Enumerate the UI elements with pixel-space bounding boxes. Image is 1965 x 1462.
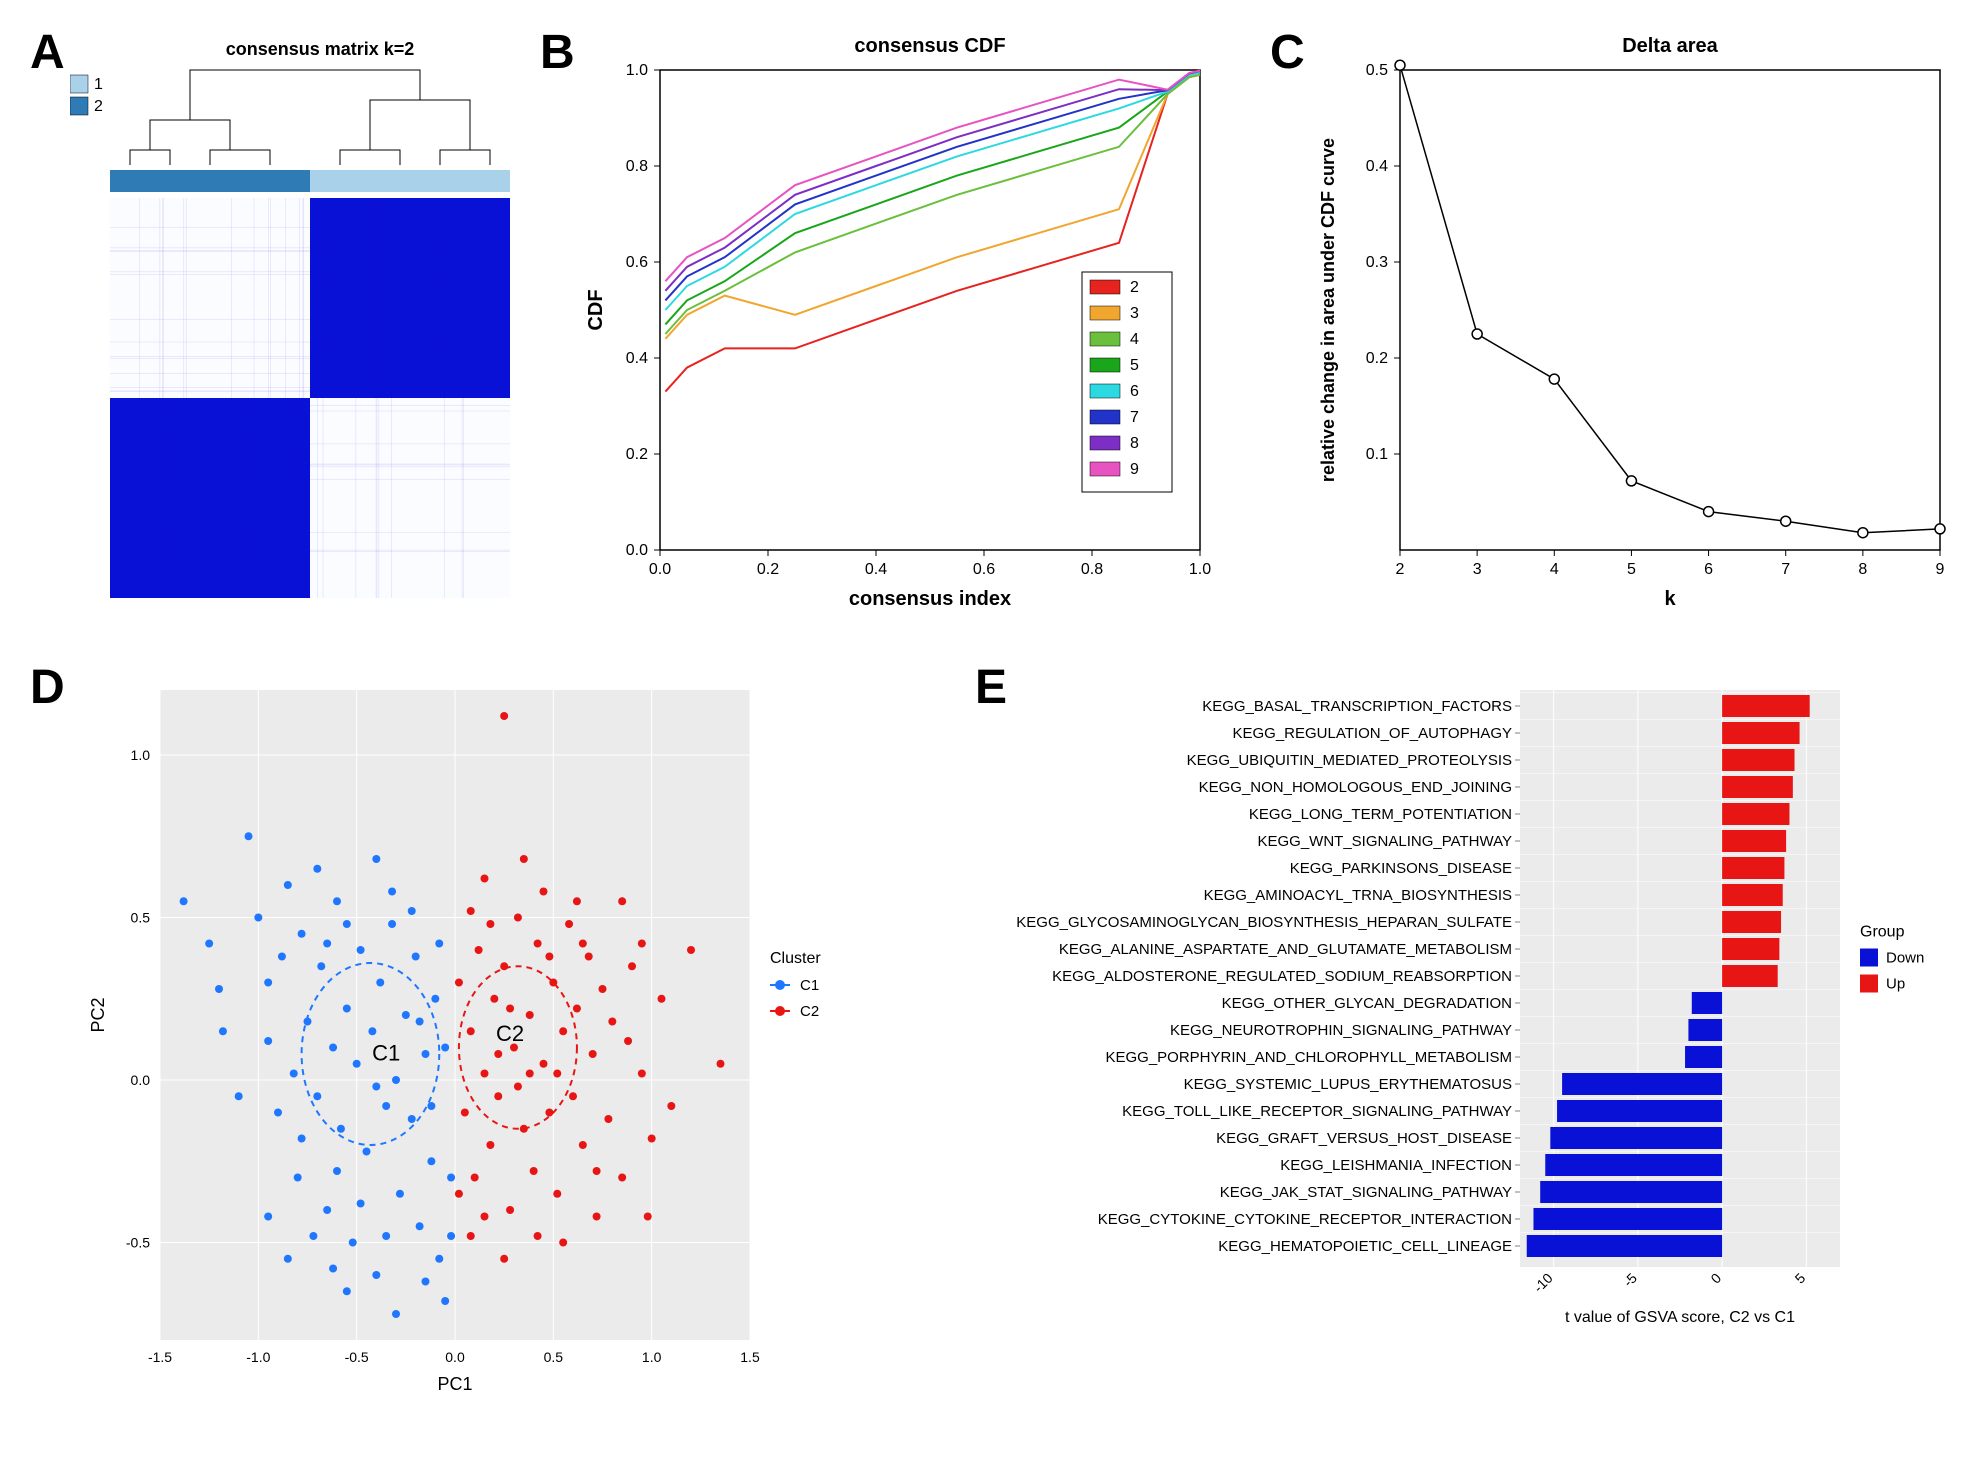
svg-text:0.6: 0.6 (626, 254, 648, 271)
svg-text:KEGG_PARKINSONS_DISEASE: KEGG_PARKINSONS_DISEASE (1290, 860, 1512, 877)
svg-text:KEGG_REGULATION_OF_AUTOPHAGY: KEGG_REGULATION_OF_AUTOPHAGY (1232, 725, 1512, 742)
svg-text:KEGG_HEMATOPOIETIC_CELL_LINEAG: KEGG_HEMATOPOIETIC_CELL_LINEAGE (1218, 1238, 1512, 1255)
panel-c-label: C (1270, 25, 1305, 80)
svg-text:7: 7 (1781, 561, 1790, 578)
svg-text:4: 4 (1550, 561, 1559, 578)
svg-text:0.0: 0.0 (131, 1072, 151, 1088)
svg-text:3: 3 (1130, 305, 1139, 322)
panel-e-gsva-bars: -10 -5 0 5 KEGG_BASAL_TRANSCRIPTION_FACTORS K… (990, 670, 1965, 1430)
panel-d-pca-scatter: -1.5 -1.0 -0.5 0.0 0.5 1.0 1.5 -0.5 0.0 0.5 1.0 PC1… (80, 670, 940, 1430)
svg-text:2: 2 (94, 98, 103, 115)
svg-text:5: 5 (1792, 1270, 1809, 1287)
svg-text:2: 2 (1130, 279, 1139, 296)
svg-text:consensus CDF: consensus CDF (854, 35, 1005, 57)
svg-text:consensus matrix k=2: consensus matrix k=2 (226, 39, 415, 59)
svg-text:1.0: 1.0 (1189, 561, 1211, 578)
svg-text:0.5: 0.5 (544, 1349, 564, 1365)
svg-text:CDF: CDF (585, 289, 607, 330)
svg-text:KEGG_AMINOACYL_TRNA_BIOSYNTHES: KEGG_AMINOACYL_TRNA_BIOSYNTHESIS (1204, 887, 1512, 904)
svg-text:KEGG_ALDOSTERONE_REGULATED_SOD: KEGG_ALDOSTERONE_REGULATED_SODIUM_REABSO… (1052, 968, 1512, 985)
svg-text:KEGG_WNT_SIGNALING_PATHWAY: KEGG_WNT_SIGNALING_PATHWAY (1258, 833, 1513, 850)
panel-c-delta-area-chart: Delta area 2 3 4 5 6 7 8 9 0.1 0.2 0.3 0.4 0.5 k relati… (1310, 30, 1965, 620)
svg-text:1.0: 1.0 (626, 62, 648, 79)
svg-text:-10: -10 (1530, 1270, 1556, 1296)
svg-text:KEGG_PORPHYRIN_AND_CHLOROPHYLL: KEGG_PORPHYRIN_AND_CHLOROPHYLL_METABOLIS… (1105, 1049, 1512, 1066)
svg-text:0.8: 0.8 (626, 158, 648, 175)
svg-text:7: 7 (1130, 409, 1139, 426)
svg-text:Up: Up (1886, 976, 1905, 993)
svg-text:Down: Down (1886, 950, 1924, 967)
svg-text:C2: C2 (496, 1021, 524, 1046)
svg-text:C1: C1 (372, 1041, 400, 1066)
svg-text:KEGG_OTHER_GLYCAN_DEGRADATION: KEGG_OTHER_GLYCAN_DEGRADATION (1222, 995, 1512, 1012)
panel-a-label: A (30, 25, 65, 80)
svg-text:9: 9 (1130, 461, 1139, 478)
svg-text:0: 0 (1707, 1270, 1724, 1287)
svg-text:6: 6 (1704, 561, 1713, 578)
svg-text:0.4: 0.4 (626, 350, 648, 367)
svg-text:KEGG_NON_HOMOLOGOUS_END_JOININ: KEGG_NON_HOMOLOGOUS_END_JOINING (1199, 779, 1512, 796)
svg-text:KEGG_ALANINE_ASPARTATE_AND_GLU: KEGG_ALANINE_ASPARTATE_AND_GLUTAMATE_MET… (1059, 941, 1512, 958)
panel-d-label: D (30, 660, 65, 715)
svg-text:0.5: 0.5 (1366, 62, 1388, 79)
svg-text:0.0: 0.0 (445, 1349, 465, 1365)
svg-text:PC2: PC2 (88, 997, 108, 1032)
svg-text:KEGG_GRAFT_VERSUS_HOST_DISEASE: KEGG_GRAFT_VERSUS_HOST_DISEASE (1216, 1130, 1512, 1147)
svg-text:Group: Group (1860, 924, 1905, 941)
svg-text:consensus index: consensus index (849, 588, 1011, 610)
svg-text:0.0: 0.0 (649, 561, 671, 578)
svg-text:8: 8 (1130, 435, 1139, 452)
svg-text:Delta area: Delta area (1622, 35, 1718, 57)
panel-b-label: B (540, 25, 575, 80)
svg-text:6: 6 (1130, 383, 1139, 400)
svg-text:3: 3 (1473, 561, 1482, 578)
svg-text:-0.5: -0.5 (126, 1235, 150, 1251)
svg-text:-0.5: -0.5 (345, 1349, 369, 1365)
svg-text:0.1: 0.1 (1366, 446, 1388, 463)
svg-text:Cluster: Cluster (770, 950, 821, 967)
svg-text:0.5: 0.5 (131, 910, 151, 926)
svg-text:0.2: 0.2 (626, 446, 648, 463)
svg-text:relative change in area under: relative change in area under CDF curve (1318, 138, 1338, 482)
svg-text:KEGG_CYTOKINE_CYTOKINE_RECEPTO: KEGG_CYTOKINE_CYTOKINE_RECEPTOR_INTERACT… (1098, 1211, 1512, 1228)
svg-text:KEGG_GLYCOSAMINOGLYCAN_BIOSYNT: KEGG_GLYCOSAMINOGLYCAN_BIOSYNTHESIS_HEPA… (1016, 914, 1512, 931)
svg-text:0.6: 0.6 (973, 561, 995, 578)
svg-text:5: 5 (1627, 561, 1636, 578)
svg-text:-1.5: -1.5 (148, 1349, 172, 1365)
svg-text:9: 9 (1936, 561, 1945, 578)
svg-text:k: k (1664, 588, 1676, 610)
svg-text:PC1: PC1 (437, 1374, 472, 1394)
svg-text:KEGG_LEISHMANIA_INFECTION: KEGG_LEISHMANIA_INFECTION (1280, 1157, 1512, 1174)
svg-text:1.5: 1.5 (740, 1349, 760, 1365)
svg-text:0.4: 0.4 (1366, 158, 1388, 175)
svg-text:4: 4 (1130, 331, 1139, 348)
svg-text:1: 1 (94, 76, 103, 93)
svg-text:KEGG_BASAL_TRANSCRIPTION_FACTO: KEGG_BASAL_TRANSCRIPTION_FACTORS (1202, 698, 1512, 715)
svg-text:0.2: 0.2 (1366, 350, 1388, 367)
svg-text:8: 8 (1858, 561, 1867, 578)
svg-text:0.2: 0.2 (757, 561, 779, 578)
panel-a-consensus-matrix: consensus matrix k=2 1 2 (70, 30, 510, 610)
svg-text:KEGG_UBIQUITIN_MEDIATED_PROTEO: KEGG_UBIQUITIN_MEDIATED_PROTEOLYSIS (1187, 752, 1512, 769)
svg-text:0.8: 0.8 (1081, 561, 1103, 578)
svg-text:-5: -5 (1620, 1270, 1640, 1290)
svg-text:0.3: 0.3 (1366, 254, 1388, 271)
svg-text:t value of GSVA score, C2 vs C: t value of GSVA score, C2 vs C1 (1565, 1309, 1795, 1326)
svg-text:5: 5 (1130, 357, 1139, 374)
svg-text:0.0: 0.0 (626, 542, 648, 559)
svg-text:1.0: 1.0 (642, 1349, 662, 1365)
svg-text:2: 2 (1396, 561, 1405, 578)
svg-text:C2: C2 (800, 1003, 819, 1020)
svg-text:C1: C1 (800, 977, 819, 994)
svg-text:1.0: 1.0 (131, 747, 151, 763)
svg-text:-1.0: -1.0 (246, 1349, 270, 1365)
svg-text:KEGG_LONG_TERM_POTENTIATION: KEGG_LONG_TERM_POTENTIATION (1249, 806, 1512, 823)
figure: A consensus matrix k=2 1 2 B consensus CDF… (20, 20, 1965, 1442)
svg-text:0.4: 0.4 (865, 561, 887, 578)
svg-text:KEGG_NEUROTROPHIN_SIGNALING_PA: KEGG_NEUROTROPHIN_SIGNALING_PATHWAY (1170, 1022, 1512, 1039)
svg-text:KEGG_JAK_STAT_SIGNALING_PATHWA: KEGG_JAK_STAT_SIGNALING_PATHWAY (1220, 1184, 1512, 1201)
panel-b-cdf-chart: consensus CDF 0.0 0.2 0.4 0.6 0.8 1.0 0.0 0.2 0.4… (580, 30, 1240, 620)
svg-text:KEGG_SYSTEMIC_LUPUS_ERYTHEMATO: KEGG_SYSTEMIC_LUPUS_ERYTHEMATOSUS (1184, 1076, 1512, 1093)
svg-text:KEGG_TOLL_LIKE_RECEPTOR_SIGNAL: KEGG_TOLL_LIKE_RECEPTOR_SIGNALING_PATHWA… (1122, 1103, 1512, 1120)
